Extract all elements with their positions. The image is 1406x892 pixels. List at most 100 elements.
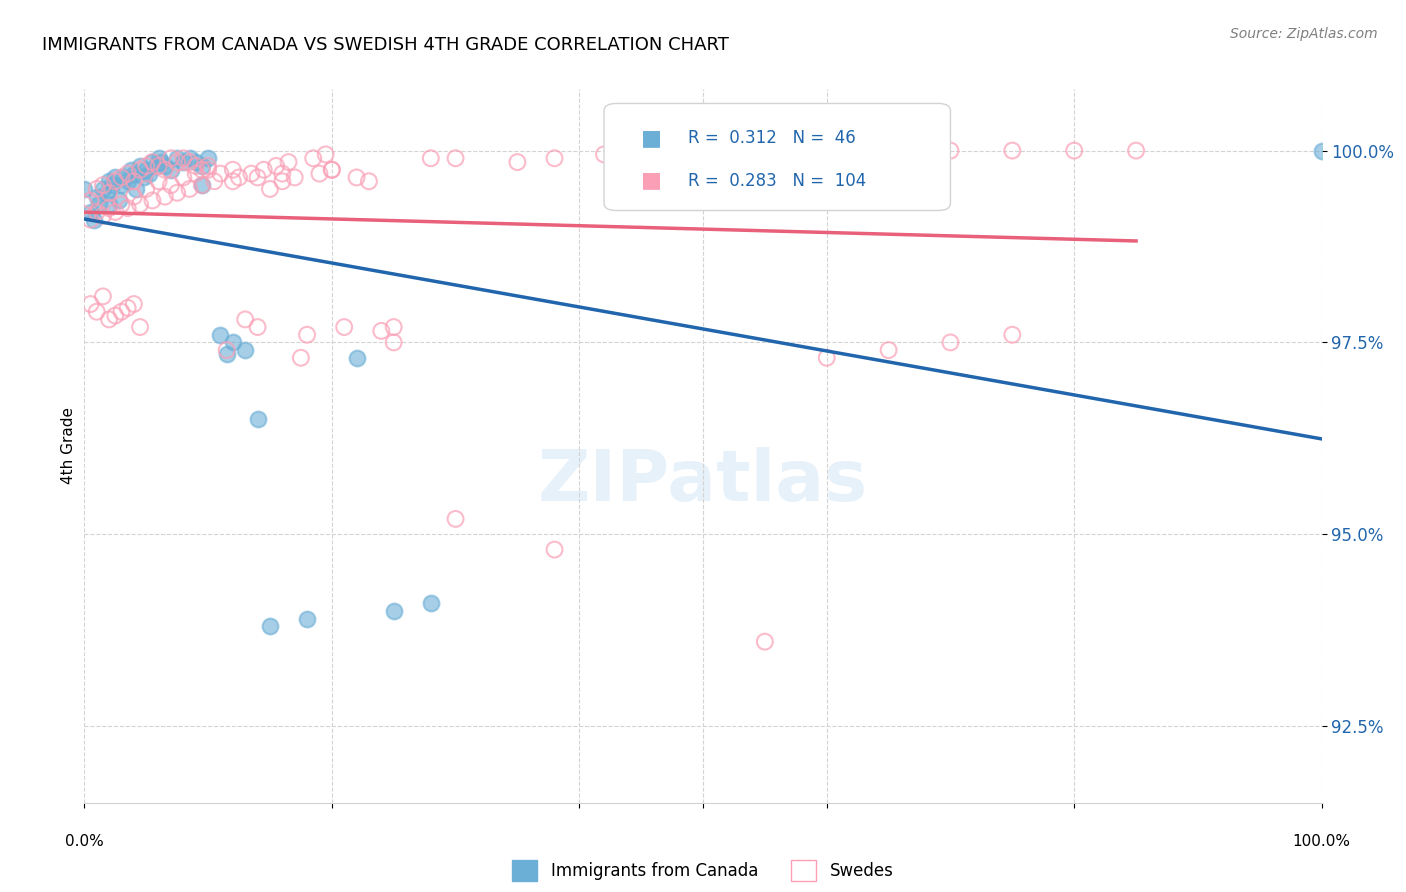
Point xyxy=(593,147,616,161)
Text: R =  0.283   N =  104: R = 0.283 N = 104 xyxy=(688,171,866,189)
Point xyxy=(357,174,380,188)
Point xyxy=(83,212,105,227)
Point xyxy=(145,159,167,173)
Point xyxy=(184,159,207,173)
Point xyxy=(129,197,152,211)
Point xyxy=(295,612,318,626)
Point xyxy=(166,151,188,165)
Point xyxy=(91,209,114,223)
Point xyxy=(179,182,201,196)
Point xyxy=(191,178,214,193)
Point xyxy=(382,320,405,334)
Point xyxy=(122,189,145,203)
Point xyxy=(630,159,652,173)
Point xyxy=(122,297,145,311)
Point xyxy=(197,151,219,165)
Point xyxy=(179,155,201,169)
Point xyxy=(939,335,962,350)
Point xyxy=(172,151,194,165)
Point xyxy=(246,412,269,426)
Point xyxy=(259,182,281,196)
Point xyxy=(117,301,139,315)
Point xyxy=(129,159,152,173)
Point xyxy=(321,162,343,177)
Text: 100.0%: 100.0% xyxy=(1292,834,1351,849)
Point xyxy=(215,343,238,357)
Point xyxy=(215,347,238,361)
Point xyxy=(150,155,173,169)
Point xyxy=(86,304,108,318)
Point xyxy=(209,327,232,342)
Point xyxy=(209,167,232,181)
Point xyxy=(135,182,157,196)
Point xyxy=(222,174,245,188)
Point xyxy=(754,634,776,648)
Point xyxy=(1125,144,1147,158)
Point xyxy=(382,335,405,350)
Point xyxy=(120,162,142,177)
Point xyxy=(1063,144,1085,158)
Point xyxy=(122,167,145,181)
Point xyxy=(104,170,127,185)
Point xyxy=(148,151,170,165)
Point xyxy=(222,162,245,177)
Point xyxy=(191,178,214,193)
Point xyxy=(160,162,183,177)
Point xyxy=(117,174,139,188)
Point xyxy=(86,189,108,203)
Point xyxy=(321,162,343,177)
Point xyxy=(79,212,101,227)
Point xyxy=(1001,327,1024,342)
Point xyxy=(91,289,114,303)
Point xyxy=(754,155,776,169)
Point xyxy=(419,596,441,610)
Point xyxy=(271,174,294,188)
Point xyxy=(197,162,219,177)
Point xyxy=(259,619,281,633)
Point xyxy=(233,343,256,357)
Point xyxy=(79,205,101,219)
Point xyxy=(444,151,467,165)
Text: IMMIGRANTS FROM CANADA VS SWEDISH 4TH GRADE CORRELATION CHART: IMMIGRANTS FROM CANADA VS SWEDISH 4TH GR… xyxy=(42,36,730,54)
Point xyxy=(110,178,132,193)
Point xyxy=(79,194,101,208)
Point xyxy=(132,170,155,185)
Point xyxy=(135,162,157,177)
Point xyxy=(246,320,269,334)
Point xyxy=(233,312,256,326)
Point xyxy=(179,151,201,165)
Point xyxy=(506,155,529,169)
Point xyxy=(98,312,121,326)
Point xyxy=(253,162,276,177)
Y-axis label: 4th Grade: 4th Grade xyxy=(60,408,76,484)
FancyBboxPatch shape xyxy=(605,103,950,211)
Point xyxy=(333,320,356,334)
Text: 0.0%: 0.0% xyxy=(65,834,104,849)
Point xyxy=(202,174,225,188)
Point xyxy=(141,155,163,169)
Point xyxy=(1001,144,1024,158)
Point xyxy=(110,170,132,185)
Point xyxy=(104,205,127,219)
Point xyxy=(104,309,127,323)
Point xyxy=(184,155,207,169)
Point xyxy=(166,155,188,169)
Point xyxy=(666,144,689,158)
Point xyxy=(315,147,337,161)
Point xyxy=(100,178,122,193)
Point xyxy=(153,162,176,177)
Point xyxy=(91,178,114,193)
Point xyxy=(382,604,405,618)
Text: Source: ZipAtlas.com: Source: ZipAtlas.com xyxy=(1230,27,1378,41)
Point xyxy=(148,174,170,188)
Point xyxy=(89,197,111,211)
Point xyxy=(277,155,299,169)
Point xyxy=(166,186,188,200)
Point xyxy=(129,162,152,177)
Point xyxy=(302,151,325,165)
Point xyxy=(86,205,108,219)
Point xyxy=(117,167,139,181)
Point xyxy=(877,151,900,165)
Point xyxy=(346,351,368,365)
Point xyxy=(346,170,368,185)
